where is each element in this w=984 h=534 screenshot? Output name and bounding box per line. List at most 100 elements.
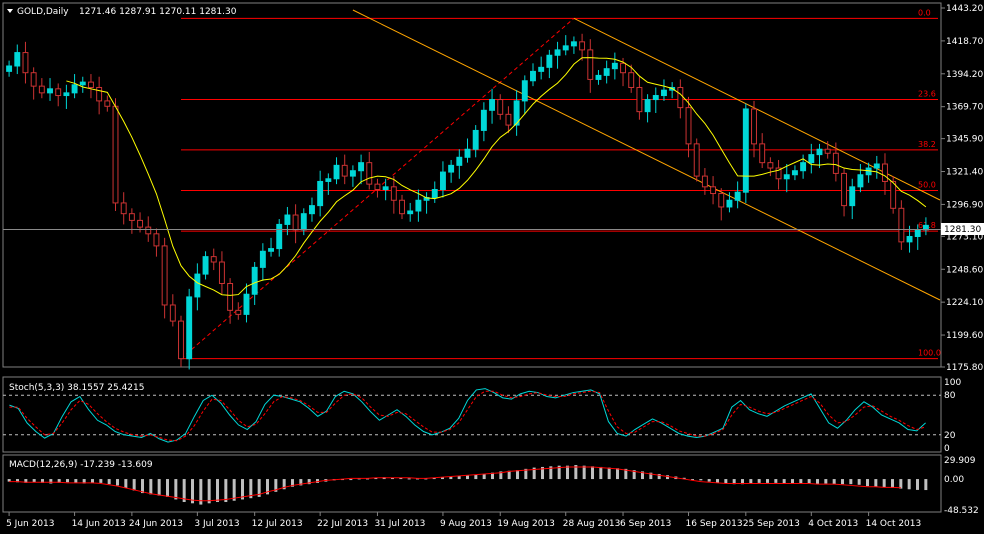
- macd-histogram-bar: [599, 466, 603, 480]
- candle-body: [701, 175, 708, 188]
- moving-average: [66, 57, 927, 296]
- candle-body: [513, 100, 520, 126]
- candle-body: [873, 163, 880, 169]
- candle-body: [693, 143, 700, 177]
- candle-body: [611, 62, 618, 70]
- candle-body: [87, 81, 94, 88]
- candle-body: [112, 105, 119, 204]
- candle-body: [800, 162, 807, 172]
- macd-histogram-bar: [591, 466, 594, 480]
- candle-body: [661, 89, 667, 97]
- macd-histogram-bar: [407, 478, 411, 480]
- macd-histogram-bar: [549, 466, 553, 480]
- macd-histogram-bar: [791, 479, 794, 484]
- macd-histogram-bar: [666, 475, 669, 480]
- macd-histogram-bar: [32, 479, 36, 483]
- candle-body: [259, 250, 266, 268]
- price-tick-label: 1394.20: [946, 70, 983, 80]
- macd-histogram-bar: [82, 479, 86, 484]
- date-tick-label: 12 Jul 2013: [252, 519, 303, 529]
- macd-histogram-bar: [532, 467, 536, 480]
- price-tick-label: 1224.10: [946, 298, 983, 308]
- macd-histogram-bar: [182, 479, 186, 503]
- macd-histogram-bar: [824, 479, 828, 484]
- candle-body: [235, 309, 242, 315]
- macd-histogram-bar: [207, 479, 211, 504]
- candle-body: [816, 148, 823, 156]
- macd-histogram-bar: [66, 479, 69, 483]
- candle-body: [644, 99, 651, 113]
- candle-body: [685, 107, 692, 145]
- candle-body: [808, 154, 815, 164]
- channel-lower-line: [352, 9, 941, 301]
- macd-indicator: 29.909 0.00 -48.532: [7, 456, 979, 516]
- candle-body: [857, 174, 864, 188]
- macd-histogram-bar: [816, 479, 819, 485]
- candlesticks: [6, 33, 929, 370]
- date-tick-label: 5 Jun 2013: [6, 519, 54, 529]
- fibonacci-levels[interactable]: 0.023.638.250.061.8100.0: [180, 8, 941, 360]
- macd-histogram-bar: [166, 479, 169, 497]
- macd-histogram-bar: [307, 479, 311, 485]
- macd-histogram-bar: [374, 477, 378, 480]
- fibonacci-level-label: 100.0: [918, 349, 941, 358]
- candle-body: [71, 84, 78, 94]
- macd-histogram-bar: [191, 479, 194, 504]
- macd-histogram-bar: [107, 479, 111, 485]
- macd-histogram-bar: [899, 479, 903, 489]
- macd-histogram-bar: [707, 479, 711, 482]
- stoch-main-line: [9, 388, 926, 443]
- candle-body: [562, 45, 569, 51]
- macd-histogram-bar: [632, 470, 636, 480]
- candle-body: [742, 108, 749, 193]
- macd-histogram-bar: [249, 479, 253, 499]
- trend-channel[interactable]: [352, 9, 941, 301]
- date-tick-label: 14 Oct 2013: [866, 519, 922, 529]
- macd-histogram-bar: [649, 472, 653, 480]
- candle-body: [841, 172, 848, 207]
- candle-body: [489, 99, 496, 111]
- candle-body: [47, 88, 53, 94]
- stoch-title: Stoch(5,3,3) 38.1557 25.4215: [9, 383, 144, 393]
- candle-body: [546, 54, 553, 68]
- candle-body: [415, 199, 422, 212]
- candle-body: [96, 86, 103, 102]
- candle-body: [407, 210, 414, 215]
- macd-histogram-bar: [574, 465, 578, 480]
- candle-body: [128, 213, 135, 221]
- candle-body: [169, 304, 176, 322]
- candle-body: [382, 186, 389, 191]
- stoch-tick-label: 0: [944, 444, 950, 454]
- candle-body: [210, 256, 217, 263]
- candle-body: [882, 163, 888, 182]
- macd-histogram-bar: [282, 479, 286, 490]
- candle-body: [530, 70, 536, 82]
- macd-histogram-bar: [174, 479, 178, 500]
- date-tick-label: 22 Jul 2013: [317, 519, 368, 529]
- macd-histogram-bar: [24, 479, 28, 483]
- macd-histogram-bar: [624, 468, 628, 480]
- candle-body: [218, 261, 225, 284]
- macd-histogram-bar: [891, 479, 894, 488]
- candle-body: [538, 66, 545, 72]
- macd-histogram-bar: [466, 475, 469, 480]
- macd-histogram-bar: [699, 479, 703, 481]
- candle-body: [38, 85, 45, 94]
- macd-histogram-bar: [799, 479, 803, 484]
- price-tick-label: 1199.60: [946, 331, 983, 341]
- macd-histogram-bar: [657, 473, 661, 480]
- main-panel-border: [2, 2, 942, 368]
- dropdown-triangle-icon[interactable]: [7, 9, 13, 13]
- macd-histogram-bar: [124, 479, 128, 488]
- macd-histogram-bar: [449, 476, 453, 480]
- candle-body: [120, 202, 127, 215]
- macd-histogram-bar: [316, 479, 319, 483]
- macd-histogram-bar: [141, 479, 144, 494]
- candle-body: [161, 245, 168, 306]
- macd-histogram-bar: [782, 479, 786, 484]
- macd-histogram-bar: [441, 477, 444, 480]
- current-price-tag: [941, 223, 984, 235]
- macd-histogram-bar: [149, 479, 153, 495]
- macd-histogram-bar: [232, 479, 236, 501]
